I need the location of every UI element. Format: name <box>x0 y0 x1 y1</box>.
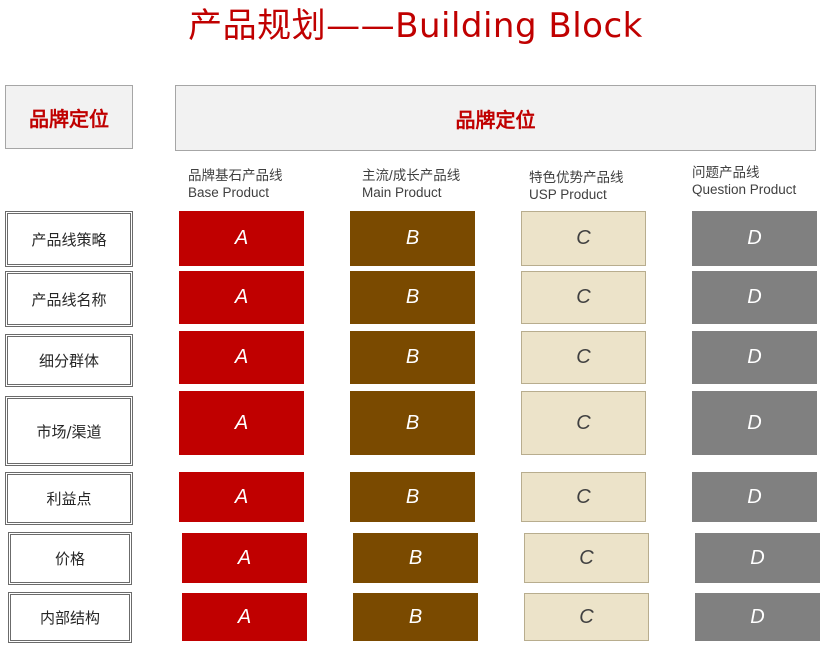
column-header-en: Question Product <box>692 182 797 197</box>
cell-b: B <box>353 593 478 641</box>
row-label: 产品线名称 <box>5 271 133 327</box>
cell-c: C <box>521 391 646 455</box>
column-header-en: Main Product <box>362 185 442 200</box>
cell-b: B <box>350 472 475 522</box>
cell-d: D <box>695 593 820 641</box>
cell-d: D <box>692 211 817 266</box>
cell-c: C <box>524 533 649 583</box>
cell-b: B <box>350 391 475 455</box>
column-header-question: 问题产品线 Question Product <box>692 164 796 198</box>
column-header-cn: 品牌基石产品线 <box>188 168 283 183</box>
cell-a: A <box>179 271 304 324</box>
row-label: 产品线策略 <box>5 211 133 267</box>
column-header-en: USP Product <box>529 187 607 202</box>
cell-b: B <box>350 211 475 266</box>
cell-a: A <box>179 391 304 455</box>
row-label: 市场/渠道 <box>5 396 133 466</box>
cell-a: A <box>179 331 304 384</box>
top-header-box: 品牌定位 <box>175 85 816 151</box>
column-header-main: 主流/成长产品线 Main Product <box>362 167 460 201</box>
column-header-cn: 主流/成长产品线 <box>362 168 461 183</box>
cell-b: B <box>350 331 475 384</box>
cell-a: A <box>179 472 304 522</box>
left-header-box: 品牌定位 <box>5 85 133 149</box>
column-header-en: Base Product <box>188 185 270 200</box>
cell-a: A <box>182 533 307 583</box>
cell-d: D <box>692 271 817 324</box>
column-header-base: 品牌基石产品线 Base Product <box>188 167 283 201</box>
row-label: 内部结构 <box>8 592 132 643</box>
cell-b: B <box>350 271 475 324</box>
column-header-cn: 问题产品线 <box>692 165 760 180</box>
cell-b: B <box>353 533 478 583</box>
cell-c: C <box>524 593 649 641</box>
cell-d: D <box>692 391 817 455</box>
page-title: 产品规划——Building Block <box>188 6 643 46</box>
cell-d: D <box>692 472 817 522</box>
cell-d: D <box>695 533 820 583</box>
row-label: 利益点 <box>5 472 133 525</box>
cell-c: C <box>521 271 646 324</box>
cell-d: D <box>692 331 817 384</box>
cell-a: A <box>179 211 304 266</box>
row-label: 细分群体 <box>5 334 133 387</box>
cell-c: C <box>521 211 646 266</box>
column-header-usp: 特色优势产品线 USP Product <box>529 169 624 203</box>
cell-c: C <box>521 331 646 384</box>
cell-c: C <box>521 472 646 522</box>
column-header-cn: 特色优势产品线 <box>529 170 624 185</box>
row-label: 价格 <box>8 532 132 585</box>
cell-a: A <box>182 593 307 641</box>
